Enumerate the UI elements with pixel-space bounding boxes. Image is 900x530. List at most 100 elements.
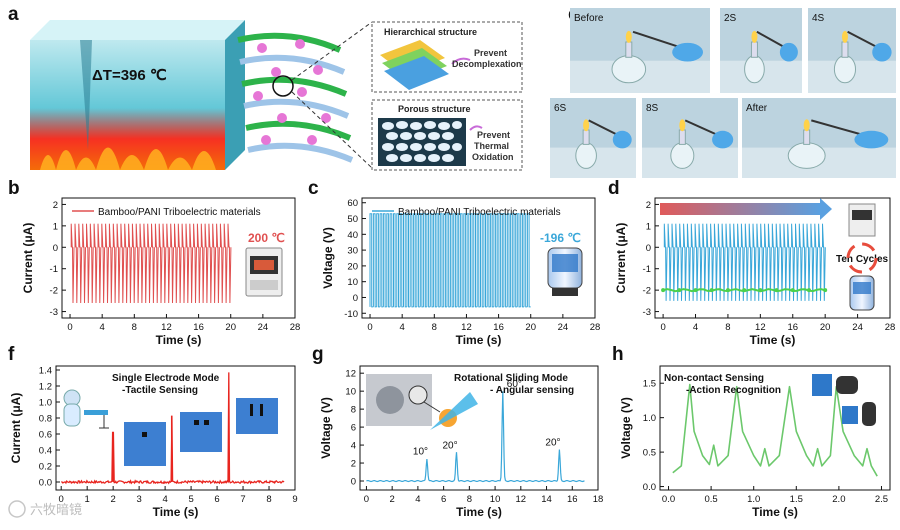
gradient-arrow [660,203,820,215]
temperature-annotation: 200 ℃ [248,231,285,245]
photo-label: Before [574,13,604,24]
x-tick-label: 1.0 [747,494,760,505]
panel-g: g 0 2 4 6 8 10 12 14 16 18 0 2 4 6 8 10 12 Time (s) Voltag… [312,344,603,519]
y-tick-label: -1 [643,264,651,275]
y-tick-label: 1.5 [643,379,656,390]
x-tick-label: 20 [225,322,236,333]
y-axis-label: Voltage (V) [319,397,333,459]
x-tick-label: 16 [787,322,798,333]
y-tick-label: 50 [347,214,358,225]
x-tick-label: 16 [193,322,204,333]
y-tick-label: 4 [351,441,356,452]
y-tick-label: 0 [646,243,651,254]
voltage-series [369,213,531,308]
photo-label: 4S [812,13,825,24]
x-tick-label: 0.0 [662,494,675,505]
x-tick-label: 24 [558,322,569,333]
y-axis-label: Voltage (V) [619,397,633,459]
y-tick-label: -2 [50,286,58,297]
photo-frame-5: After [742,98,896,178]
photo-label: 6S [554,103,567,114]
baseline-marker [758,288,763,293]
ice-fire-block: ΔT=396 ℃ [30,20,245,170]
plot-frame [654,197,891,319]
baseline-marker [790,288,795,293]
y-axis-label: Current (μA) [614,223,628,294]
y-tick-label: 1.4 [39,366,52,377]
x-tick-label: 28 [290,322,301,333]
y-tick-label: 0.0 [39,478,52,489]
panel-c-dewar [547,247,583,296]
legend-text: Bamboo/PANI Triboelectric materials [398,207,561,218]
x-tick-label: 2.5 [875,494,888,505]
mode-title: Rotational Sliding Mode [454,373,568,384]
y-tick-label: 2 [351,459,356,470]
svg-text:Prevent: Prevent [474,48,507,58]
layered-structure [237,21,373,169]
x-tick-label: 0 [660,322,665,333]
panel-d-icons [846,203,878,311]
box-hierarchical: Hierarchical structure Prevent Decomplex… [371,21,523,93]
x-tick-label: 6 [441,494,446,505]
y-tick-label: 40 [347,230,358,241]
y-tick-label: 60 [347,198,358,209]
baseline-marker [806,288,811,293]
mode-subtitle: - Angular sensing [490,385,574,396]
x-axis-label: Time (s) [752,505,798,519]
x-tick-label: 8 [725,322,730,333]
baseline-marker [774,288,779,293]
baseline-marker [661,288,666,293]
y-tick-label: 10 [345,387,356,398]
y-tick-label: -3 [643,307,651,318]
box-porous: Porous structure Prevent Thermal Oxidati… [371,99,523,171]
watermark: 六牧暗镜 [8,500,82,518]
panel-g-inset [366,374,478,430]
x-tick-label: 0 [67,322,72,333]
photo-frame-1: 2S [720,8,802,93]
y-tick-label: 0 [351,477,356,488]
x-tick-label: 9 [292,494,297,505]
x-tick-label: 12 [161,322,172,333]
x-tick-label: 6 [214,494,219,505]
baseline-marker [742,288,747,293]
y-tick-label: 1.0 [39,398,52,409]
y-axis-label: Voltage (V) [321,227,335,289]
y-tick-label: 10 [347,277,358,288]
x-tick-label: 8 [432,322,437,333]
svg-text:Porous structure: Porous structure [398,104,471,114]
photo-frame-0: Before [570,8,710,93]
y-tick-label: -10 [344,309,358,320]
x-tick-label: 14 [541,494,552,505]
plot-frame [61,197,296,319]
mode-subtitle: -Action Recognition [686,385,781,396]
y-tick-label: 6 [351,423,356,434]
panel-label-a: a [8,4,19,25]
photo-label: 2S [724,13,737,24]
x-axis-label: Time (s) [750,333,796,347]
photo-label: 8S [646,103,659,114]
photo-frame-3: 6S [550,98,636,178]
x-tick-label: 8 [132,322,137,333]
current-series [663,223,826,301]
y-axis-label: Current (μA) [9,393,23,464]
x-tick-label: 24 [258,322,269,333]
x-tick-label: 4 [415,494,420,505]
x-tick-label: 5 [188,494,193,505]
panel-label-c: c [308,178,319,199]
y-tick-label: 1.0 [643,413,656,424]
y-axis-label: Current (μA) [21,223,35,294]
x-tick-label: 4 [400,322,405,333]
ten-cycles-label: Ten Cycles [836,254,888,265]
baseline-marker [725,288,730,293]
svg-text:Prevent: Prevent [477,130,510,140]
x-tick-label: 28 [590,322,601,333]
x-tick-label: 2 [111,494,116,505]
x-axis-label: Time (s) [156,333,202,347]
x-tick-label: 16 [493,322,504,333]
y-tick-label: -1 [50,264,58,275]
plot-frame [359,365,599,491]
angle-label: 60° [507,379,522,390]
voltage-series [672,383,878,477]
